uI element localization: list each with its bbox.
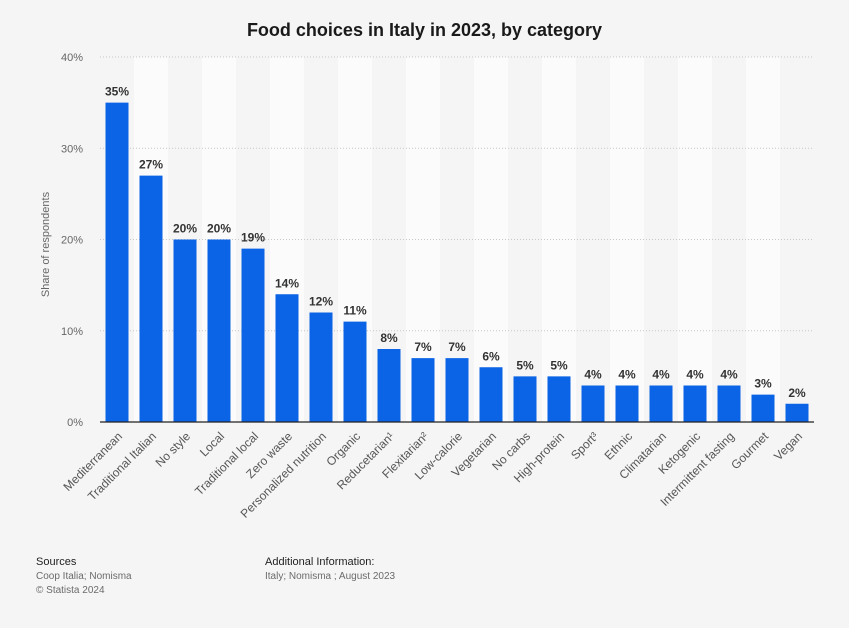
value-labels: 35% 27% 20% 20% 19% 14% 12% 11% 8% 7% 7% 6% 5% 5% 4% 4%…: [105, 85, 806, 400]
bar: [445, 358, 469, 422]
bar: [479, 367, 503, 422]
value-label: 20%: [207, 222, 231, 236]
bar: [717, 385, 741, 422]
value-label: 6%: [482, 349, 500, 363]
y-tick-label: 10%: [61, 326, 83, 338]
bar: [173, 239, 197, 422]
bar: [343, 321, 367, 422]
y-tick-label: 0%: [67, 417, 83, 429]
bar: [581, 385, 605, 422]
copyright-text: © Statista 2024: [36, 585, 105, 596]
value-label: 19%: [241, 231, 265, 245]
value-label: 5%: [516, 358, 534, 372]
value-label: 14%: [275, 276, 299, 290]
bar: [207, 239, 231, 422]
bar: [411, 358, 435, 422]
x-tick-label: No style: [153, 429, 194, 470]
value-label: 4%: [652, 368, 670, 382]
x-tick-label: Gourmet: [728, 429, 771, 472]
x-tick-label: Mediterranean: [60, 429, 125, 494]
additional-info-heading: Additional Information:: [265, 556, 375, 568]
value-label: 7%: [414, 340, 432, 354]
gridlines: [100, 56, 814, 332]
value-label: 2%: [788, 386, 806, 400]
sources-block: Sources Coop Italia; Nomisma © Statista …: [36, 555, 132, 598]
bar: [309, 312, 333, 422]
additional-info-text: Italy; Nomisma ; August 2023: [265, 571, 396, 582]
additional-info-block: Additional Information: Italy; Nomisma ;…: [265, 555, 395, 584]
y-tick-label: 20%: [61, 235, 83, 247]
y-axis-label: Share of respondents: [40, 191, 52, 297]
value-label: 7%: [448, 340, 466, 354]
column-band: [610, 57, 644, 422]
value-label: 12%: [309, 295, 333, 309]
value-label: 5%: [550, 358, 568, 372]
x-tick-label: Local: [197, 429, 227, 459]
bar: [139, 175, 163, 422]
bar: [513, 376, 537, 422]
x-tick-label: Vegan: [771, 429, 805, 463]
bar: [275, 294, 299, 422]
x-tick-label: Sport³: [568, 429, 601, 462]
value-label: 35%: [105, 85, 129, 99]
value-label: 3%: [754, 377, 772, 391]
value-label: 4%: [618, 368, 636, 382]
value-label: 27%: [139, 158, 163, 172]
value-label: 4%: [686, 368, 704, 382]
bar: [547, 376, 571, 422]
bars: [105, 102, 809, 422]
bar: [649, 385, 673, 422]
value-label: 4%: [720, 368, 738, 382]
chart-title: Food choices in Italy in 2023, by catego…: [246, 20, 603, 40]
bar: [377, 349, 401, 422]
sources-text[interactable]: Coop Italia; Nomisma: [36, 571, 132, 582]
value-label: 8%: [380, 331, 398, 345]
y-axis-ticks: 0% 10% 20% 30% 40%: [61, 52, 83, 429]
bar: [105, 102, 129, 422]
bar: [785, 403, 809, 422]
bar: [751, 394, 775, 422]
value-label: 11%: [343, 304, 367, 318]
bar: [241, 248, 265, 422]
sources-heading: Sources: [36, 556, 77, 568]
value-label: 4%: [584, 368, 602, 382]
bar: [683, 385, 707, 422]
value-label: 20%: [173, 222, 197, 236]
bar: [615, 385, 639, 422]
y-tick-label: 40%: [61, 52, 83, 64]
y-tick-label: 30%: [61, 143, 83, 155]
